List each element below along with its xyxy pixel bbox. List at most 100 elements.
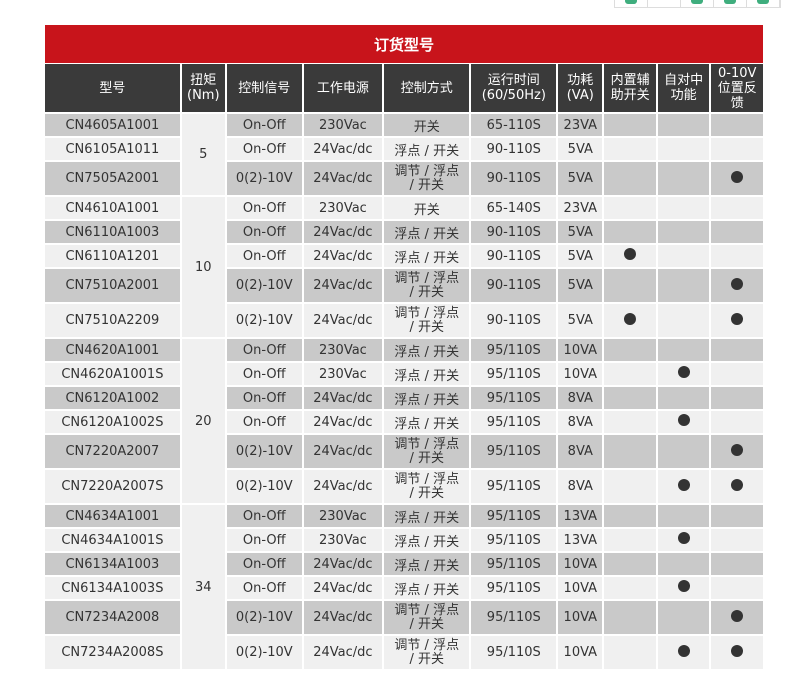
toolbar-button[interactable] <box>747 0 780 7</box>
cell-model: CN6120A1002 <box>45 387 180 411</box>
cell-control-mode: 开关 <box>384 114 470 138</box>
cell-run-time: 65-140S <box>471 197 557 221</box>
cell-power-consumption: 8VA <box>558 387 603 411</box>
toolbar-button[interactable] <box>681 0 714 7</box>
cell-power-consumption: 10VA <box>558 339 603 363</box>
cell-aux-switch <box>604 162 656 197</box>
bullet-icon <box>731 644 744 657</box>
cell-power-consumption: 5VA <box>558 221 603 245</box>
cell-power-consumption: 10VA <box>558 363 603 387</box>
cell-aux-switch <box>604 363 656 387</box>
header-position-feedback: 0-10V 位置反 馈 <box>711 64 763 114</box>
table-row: CN4634A1001 34 On-Off 230Vac 浮点 / 开关 95/110S 1… <box>45 505 763 671</box>
cell-aux-switch <box>604 114 656 138</box>
cell-model: CN6105A1011 <box>45 138 180 162</box>
cell-self-centering <box>657 387 710 411</box>
cell-power-supply: 230Vac <box>303 339 383 363</box>
cell-control-mode: 浮点 / 开关 <box>384 339 470 363</box>
cell-control-mode: 浮点 / 开关 <box>384 387 470 411</box>
header-control-signal: 控制信号 <box>226 64 302 114</box>
cell-aux-switch <box>604 221 656 245</box>
table-row: CN6134A1003S On-Off 24Vac/dc 浮点 / 开关 95/110S… <box>45 577 763 601</box>
cell-self-centering <box>657 505 710 529</box>
table-row: CN4620A1001 20 On-Off 230Vac 浮点 / 开关 95/110S 1… <box>45 339 763 505</box>
cell-self-centering <box>657 577 710 601</box>
cell-power-supply: 230Vac <box>303 363 383 387</box>
cell-model: CN7510A2209 <box>45 304 180 339</box>
cell-aux-switch <box>604 636 656 671</box>
cell-run-time: 90-110S <box>471 304 557 339</box>
table-row: CN6110A1003 On-Off 24Vac/dc 浮点 / 开关 90-110S 5… <box>45 221 763 245</box>
header-power-consumption: 功耗 (VA) <box>558 64 603 114</box>
cell-control-signal: 0(2)-10V <box>226 304 302 339</box>
cell-control-mode: 浮点 / 开关 <box>384 363 470 387</box>
cell-position-feedback <box>711 505 763 529</box>
cell-control-mode: 调节 / 浮点 / 开关 <box>384 636 470 671</box>
cell-control-mode: 调节 / 浮点 / 开关 <box>384 435 470 470</box>
cell-control-mode: 调节 / 浮点 / 开关 <box>384 269 470 304</box>
bullet-icon <box>677 532 690 544</box>
cell-control-mode: 调节 / 浮点 / 开关 <box>384 162 470 197</box>
cell-run-time: 90-110S <box>471 269 557 304</box>
cell-position-feedback <box>711 411 763 435</box>
cell-position-feedback <box>711 636 763 671</box>
cell-aux-switch <box>604 470 656 505</box>
cell-control-signal: On-Off <box>226 363 302 387</box>
bullet-icon <box>731 312 744 325</box>
cell-self-centering <box>657 304 710 339</box>
cell-power-consumption: 8VA <box>558 470 603 505</box>
cell-power-consumption: 5VA <box>558 162 603 197</box>
cell-model: CN4620A1001S <box>45 363 180 387</box>
bullet-icon <box>731 277 744 290</box>
cell-self-centering <box>657 221 710 245</box>
toolbar-button[interactable] <box>714 0 747 7</box>
table-row: CN4605A1001 5 On-Off 230Vac 开关 65-110S 23VA <box>45 114 763 197</box>
cell-run-time: 90-110S <box>471 245 557 269</box>
toolbar-button[interactable] <box>615 0 648 7</box>
cell-power-supply: 230Vac <box>303 529 383 553</box>
cell-aux-switch <box>604 138 656 162</box>
cell-power-supply: 230Vac <box>303 505 383 529</box>
cell-run-time: 90-110S <box>471 138 557 162</box>
header-run-time: 运行时间 (60/50Hz) <box>471 64 557 114</box>
table-row: CN7510A2001 0(2)-10V 24Vac/dc 调节 / 浮点 / 开关 9… <box>45 269 763 304</box>
cell-position-feedback <box>711 601 763 636</box>
cell-run-time: 95/110S <box>471 601 557 636</box>
cell-self-centering <box>657 138 710 162</box>
cell-control-mode: 浮点 / 开关 <box>384 245 470 269</box>
cell-aux-switch <box>604 505 656 529</box>
cell-aux-switch <box>604 245 656 269</box>
cell-run-time: 90-110S <box>471 221 557 245</box>
cell-power-consumption: 13VA <box>558 505 603 529</box>
cell-power-consumption: 8VA <box>558 411 603 435</box>
table-row: CN7510A2209 0(2)-10V 24Vac/dc 调节 / 浮点 / 开关 9… <box>45 304 763 339</box>
cell-control-signal: 0(2)-10V <box>226 162 302 197</box>
cell-control-signal: 0(2)-10V <box>226 601 302 636</box>
cell-power-consumption: 23VA <box>558 197 603 221</box>
cell-run-time: 95/110S <box>471 411 557 435</box>
header-model: 型号 <box>45 64 180 114</box>
table-row: CN7220A2007 0(2)-10V 24Vac/dc 调节 / 浮点 / 开关 9… <box>45 435 763 470</box>
header-row: 型号 扭矩 (Nm) 控制信号 工作电源 控制方式 运行时间 (60/50Hz) 功耗 (V… <box>45 64 763 114</box>
cell-control-signal: On-Off <box>226 529 302 553</box>
cell-power-consumption: 5VA <box>558 304 603 339</box>
header-control-mode: 控制方式 <box>384 64 470 114</box>
bullet-icon <box>677 414 690 426</box>
cell-power-consumption: 5VA <box>558 269 603 304</box>
cell-model: CN6120A1002S <box>45 411 180 435</box>
cell-aux-switch <box>604 435 656 470</box>
toolbar-icon <box>724 0 736 4</box>
cell-aux-switch <box>604 197 656 221</box>
cell-model: CN4610A1001 <box>45 197 180 221</box>
cell-power-supply: 24Vac/dc <box>303 577 383 601</box>
table-row: CN7505A2001 0(2)-10V 24Vac/dc 调节 / 浮点 / 开关 9… <box>45 162 763 197</box>
cell-self-centering <box>657 197 710 221</box>
table-row: CN7234A2008 0(2)-10V 24Vac/dc 调节 / 浮点 / 开关 9… <box>45 601 763 636</box>
cell-position-feedback <box>711 553 763 577</box>
toolbar-icon <box>757 0 769 4</box>
cell-aux-switch <box>604 577 656 601</box>
cell-model: CN6134A1003 <box>45 553 180 577</box>
cell-self-centering <box>657 636 710 671</box>
cell-run-time: 95/110S <box>471 505 557 529</box>
toolbar-button[interactable] <box>648 0 681 7</box>
